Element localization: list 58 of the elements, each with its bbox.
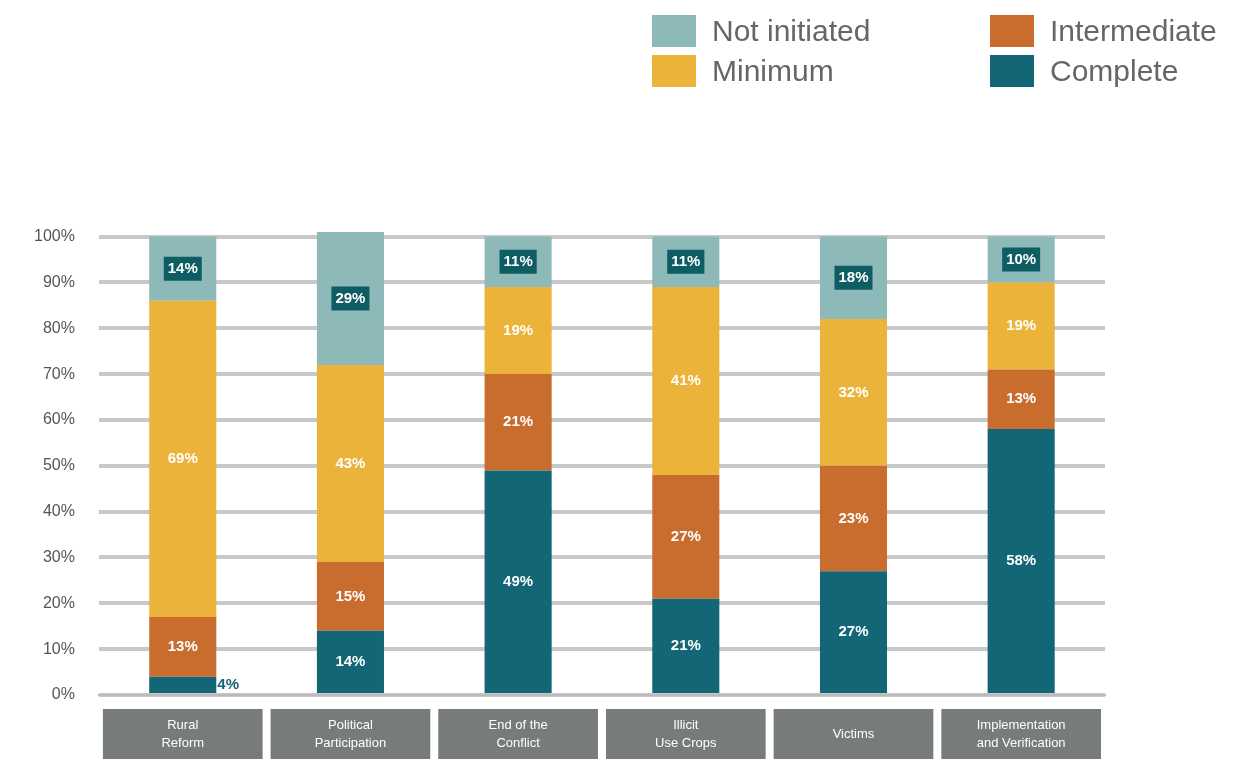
x-tick-label: End of the Conflict bbox=[488, 716, 548, 750]
x-tick-label: Implementation and Verification bbox=[976, 716, 1066, 750]
x-tick-label: Political Participation bbox=[314, 716, 387, 750]
y-tick-label: 80% bbox=[42, 318, 75, 336]
data-label: 58% bbox=[1006, 551, 1037, 569]
bar bbox=[149, 300, 217, 618]
data-label: 29% bbox=[335, 288, 366, 306]
data-label: 11% bbox=[671, 251, 701, 269]
bar bbox=[987, 369, 1055, 430]
data-label: 41% bbox=[670, 371, 701, 389]
legend-label: Complete bbox=[1050, 54, 1179, 88]
bar bbox=[484, 374, 552, 471]
data-label: 18% bbox=[838, 267, 869, 285]
data-label: 19% bbox=[503, 320, 534, 338]
y-tick-label: 60% bbox=[42, 410, 75, 428]
bar bbox=[819, 319, 888, 466]
data-label: 32% bbox=[838, 382, 869, 400]
data-label: 21% bbox=[670, 636, 701, 654]
y-tick-label: 100% bbox=[34, 226, 75, 244]
bar bbox=[987, 282, 1055, 370]
data-label: 10% bbox=[1006, 249, 1037, 267]
data-label: 14% bbox=[167, 258, 198, 276]
y-tick-label: 50% bbox=[42, 456, 75, 474]
data-label: 49% bbox=[503, 571, 534, 589]
data-label: 27% bbox=[838, 622, 869, 640]
y-tick-label: 90% bbox=[42, 272, 75, 290]
bar bbox=[316, 232, 384, 365]
bar bbox=[316, 364, 384, 563]
y-tick-label: 40% bbox=[42, 502, 75, 520]
data-label: 13% bbox=[167, 637, 198, 655]
y-tick-label: 20% bbox=[42, 593, 75, 611]
data-label: 27% bbox=[670, 526, 701, 544]
bar bbox=[819, 465, 888, 572]
data-label: 4% bbox=[217, 674, 239, 692]
data-label: 15% bbox=[335, 586, 366, 604]
legend-label: Minimum bbox=[712, 54, 834, 88]
x-tick-label: Victims bbox=[832, 725, 875, 741]
bar bbox=[149, 617, 217, 677]
bar bbox=[652, 474, 720, 599]
data-label: 23% bbox=[838, 508, 869, 526]
legend-label: Intermediate bbox=[1050, 14, 1217, 48]
y-tick-label: 30% bbox=[42, 547, 75, 565]
data-label: 13% bbox=[1006, 389, 1037, 407]
data-label: 43% bbox=[335, 453, 366, 471]
bar bbox=[484, 287, 552, 375]
bar bbox=[652, 287, 720, 475]
y-tick-label: 70% bbox=[42, 364, 75, 382]
y-tick-label: 0% bbox=[51, 685, 75, 703]
bar bbox=[316, 562, 384, 631]
legend-label: Not initiated bbox=[712, 14, 871, 48]
data-label: 19% bbox=[1006, 316, 1037, 334]
data-label: 21% bbox=[503, 412, 534, 430]
data-label: 14% bbox=[335, 652, 366, 670]
x-tick-label: Rural Reform bbox=[161, 716, 205, 750]
data-label: 69% bbox=[167, 449, 198, 467]
x-tick-label: Illicit Use Crops bbox=[655, 716, 717, 750]
data-label: 11% bbox=[503, 251, 533, 269]
y-tick-label: 10% bbox=[42, 639, 75, 657]
